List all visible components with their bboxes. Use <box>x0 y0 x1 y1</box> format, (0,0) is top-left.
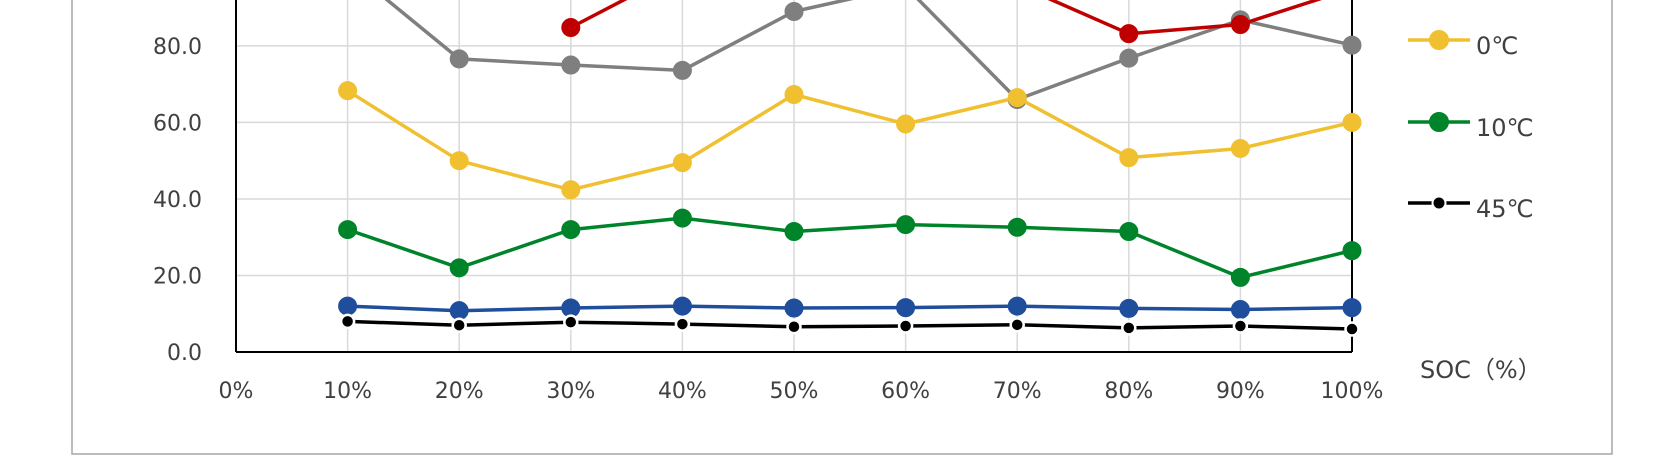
data-point <box>563 314 579 330</box>
data-point <box>897 318 914 334</box>
data-point <box>339 313 356 330</box>
data-point <box>672 296 692 316</box>
data-point <box>1119 221 1139 241</box>
data-point <box>561 298 581 318</box>
data-point <box>1119 298 1139 318</box>
series-line <box>384 0 1353 102</box>
legend-swatch-marker <box>1429 112 1449 132</box>
data-point <box>561 18 581 38</box>
data-point <box>449 49 469 69</box>
y-tick-label: 40.0 <box>153 188 202 213</box>
y-tick-label: 80.0 <box>153 35 202 60</box>
data-point <box>784 85 804 105</box>
x-tick-label: 50% <box>770 379 819 404</box>
data-point <box>338 296 358 316</box>
legend-swatch-marker <box>1431 195 1447 211</box>
data-point <box>1230 300 1250 320</box>
data-point <box>784 221 804 241</box>
data-point <box>674 316 691 332</box>
data-point <box>896 114 916 134</box>
data-point <box>1342 35 1362 55</box>
data-point <box>1344 321 1360 337</box>
series-line <box>347 216 1353 280</box>
series <box>338 296 1362 321</box>
series-line <box>346 89 1353 192</box>
data-point <box>561 55 581 75</box>
legend-item: 0℃ <box>1408 30 1518 60</box>
data-point <box>896 298 916 318</box>
y-tick-label: 60.0 <box>153 111 202 136</box>
x-tick-label: 100% <box>1321 379 1384 404</box>
data-point <box>896 215 916 235</box>
data-point <box>672 208 692 228</box>
data-point <box>672 153 692 173</box>
data-point <box>1342 298 1362 318</box>
legend-item: 10℃ <box>1408 112 1534 142</box>
data-point <box>1119 24 1139 44</box>
data-point <box>449 258 469 278</box>
data-point <box>338 81 358 101</box>
data-point <box>1009 317 1025 333</box>
data-point <box>1121 320 1137 336</box>
data-point <box>1007 217 1027 237</box>
x-axis-title: SOC（%） <box>1420 356 1542 384</box>
x-tick-label: 90% <box>1216 379 1265 404</box>
series-line <box>347 319 1353 331</box>
series <box>338 208 1362 287</box>
data-point <box>451 317 467 333</box>
legend-swatch-marker <box>1429 30 1449 50</box>
data-point <box>449 151 469 171</box>
data-point <box>1007 88 1027 108</box>
y-tick-label: 20.0 <box>153 264 202 289</box>
legend-label: 45℃ <box>1476 195 1534 223</box>
series-line <box>347 304 1353 313</box>
data-point <box>784 298 804 318</box>
data-point <box>1119 48 1139 68</box>
series <box>561 0 1323 44</box>
data-point <box>338 220 358 240</box>
legend-item: 45℃ <box>1408 195 1534 223</box>
x-tick-label: 60% <box>881 379 930 404</box>
data-point <box>1007 296 1027 316</box>
x-tick-label: 40% <box>658 379 707 404</box>
x-tick-label: 0% <box>219 379 254 404</box>
series <box>339 313 1360 337</box>
series <box>338 81 1362 200</box>
x-tick-label: 30% <box>546 379 595 404</box>
data-point <box>561 180 581 200</box>
x-tick-label: 20% <box>435 379 484 404</box>
data-point <box>1342 112 1362 132</box>
x-tick-label: 70% <box>993 379 1042 404</box>
data-point <box>449 301 469 321</box>
data-point <box>1230 14 1250 34</box>
series-line <box>569 0 628 30</box>
data-point <box>561 220 581 240</box>
data-point <box>784 1 804 21</box>
data-point <box>672 60 692 80</box>
data-point <box>1230 267 1250 287</box>
data-point <box>1119 148 1139 168</box>
x-tick-label: 10% <box>323 379 372 404</box>
data-point <box>1342 241 1362 261</box>
data-point <box>786 318 802 335</box>
x-tick-label: 80% <box>1104 379 1153 404</box>
series-line <box>1047 0 1323 36</box>
legend-label: 10℃ <box>1476 114 1534 142</box>
y-tick-label: 0.0 <box>167 341 202 366</box>
legend-label: 0℃ <box>1476 32 1518 60</box>
data-point <box>1232 318 1249 334</box>
data-point <box>1230 138 1250 158</box>
